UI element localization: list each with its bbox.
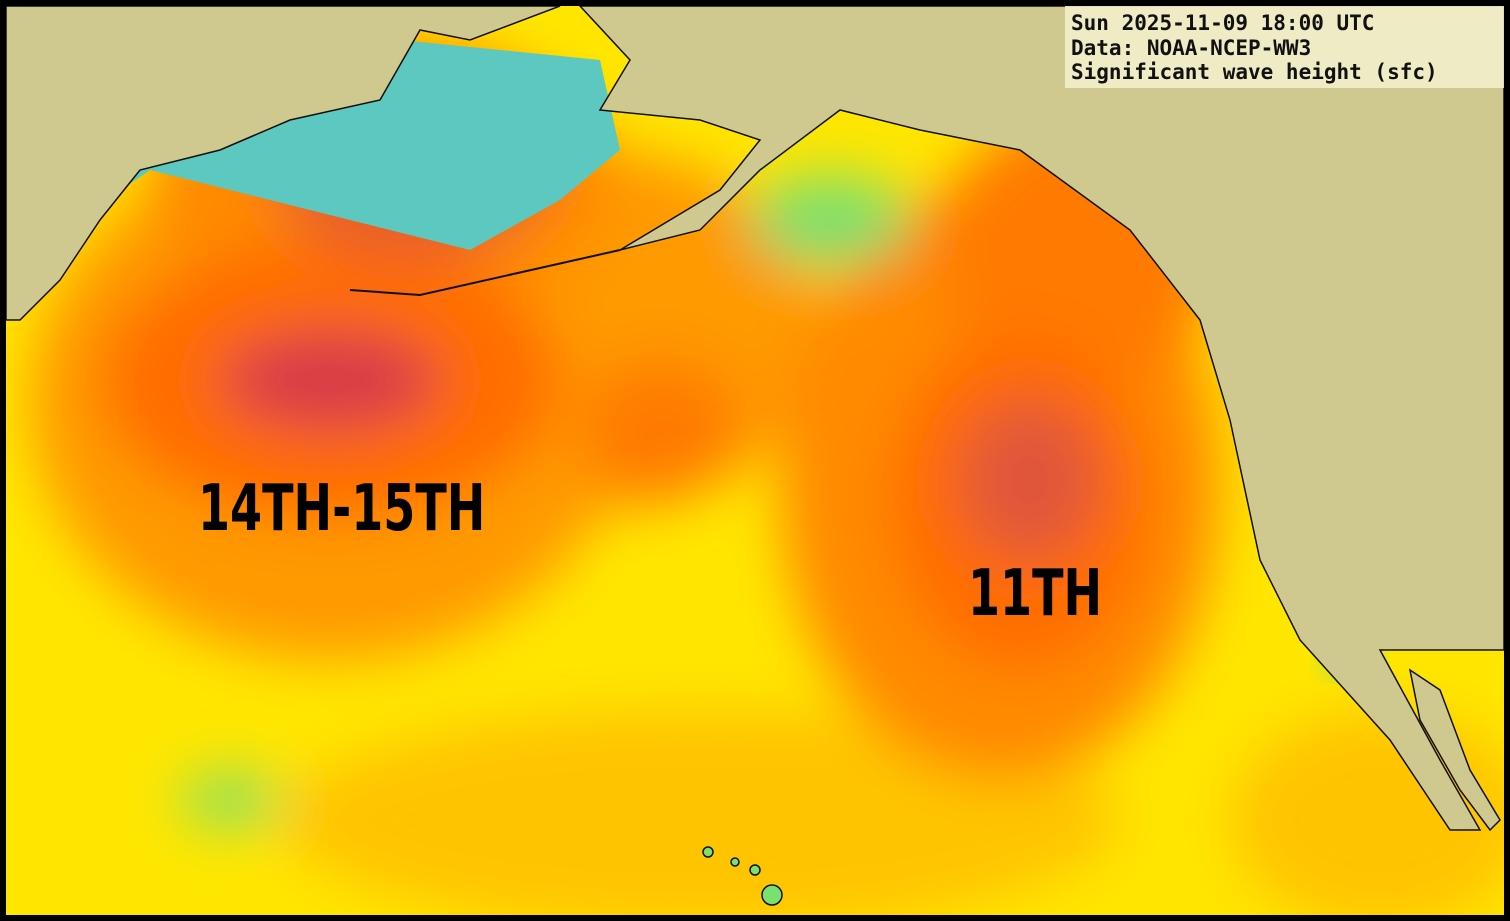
variable: Significant wave height (sfc) [1071,60,1438,84]
map-area [6,6,1504,915]
ice-edge [6,40,620,260]
swell-label: 14TH-15TH [198,471,485,546]
land-north-america [578,6,1504,831]
info-box [1065,6,1504,88]
data-source: Data: NOAA-NCEP-WW3 [1071,36,1311,60]
hawaii [702,846,783,906]
land-baja [1408,668,1501,832]
land-russia [6,6,561,321]
timestamp: Sun 2025-11-09 18:00 UTC [1071,11,1374,35]
aleutians [349,249,621,297]
swell-label: 11TH [968,556,1102,631]
